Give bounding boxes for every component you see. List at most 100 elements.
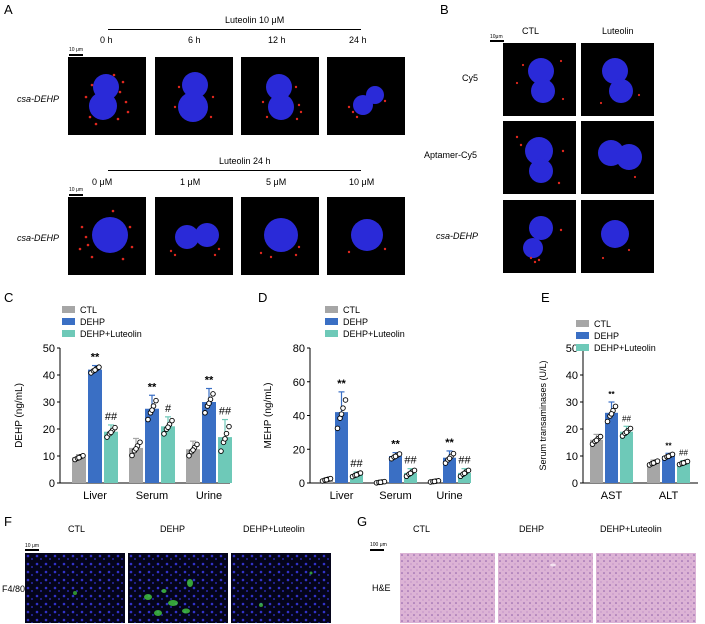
chart-e-data-point [593,437,600,444]
chart-c-data-point [223,430,230,437]
micrograph-a-0um [68,197,146,275]
chart-c-data-point [161,431,167,437]
panel-a-top-header: Luteolin 10 μM [225,15,285,25]
chart-c-bar [145,408,159,483]
panel-f-letter: F [4,514,12,529]
chart-c-data-point [92,367,98,373]
chart-d-data-point [392,453,399,460]
chart-c-data-point [137,439,143,445]
chart-d-bar [458,472,471,483]
chart-d-data-point [396,451,403,457]
panel-a-time-2: 12 h [268,35,286,45]
chart-d-data-point [446,455,453,462]
chart-d-annotation: ** [445,437,454,449]
panel-g-letter: G [357,514,368,529]
chart-c: 0 10 20 30 40 50 DEHP (ng/mL) CTL DEHP DEHP+Luteo… [14,305,232,500]
panel-g-col-ctl: CTL [413,524,431,534]
chart-d-x-tick-label: Serum [379,490,411,500]
chart-e-legend-label: DEHP [594,331,619,341]
chart-c-data-point [218,448,224,454]
panel-f-scale-label: 10 μm [25,543,39,549]
chart-c-data-point [129,452,135,459]
chart-c-data-point [186,452,192,459]
chart-c-data-point [108,429,114,436]
chart-c-data-point [96,364,102,370]
panel-a-scale-label-2: 10 μm [69,187,83,193]
chart-c-data-point [222,436,228,442]
panel-f-col-ctl: CTL [68,524,86,534]
chart-e-y-tick-label: 50 [566,343,578,355]
chart-d-data-point [411,467,418,474]
chart-d-legend-swatch [325,306,338,313]
chart-c-legend-label: DEHP [80,317,105,327]
chart-c-legend-swatch [62,306,75,313]
chart-c-legend-label: DEHP+Luteolin [80,329,142,339]
chart-d-data-point [450,450,457,457]
micrograph-a-5um [241,197,319,275]
panel-a-bottom-bracket [108,170,361,171]
chart-d-y-tick-label: 20 [293,444,305,456]
panel-g-col-dehp: DEHP [519,524,545,534]
chart-d-data-point [338,411,345,417]
chart-c-y-tick-label: 20 [43,424,55,436]
chart-c-data-point [149,407,155,413]
chart-d-data-point [353,472,360,478]
chart-e-bar [662,456,675,483]
chart-c-data-point [169,417,175,424]
chart-c-data-point [210,391,216,397]
panel-b-row-cy5: Cy5 [462,73,479,83]
micrograph-b-csa-ctl [503,200,576,273]
chart-d-bar [350,474,363,483]
panel-a-bottom-row-label: csa-DEHP [17,233,60,243]
chart-c-annotation: # [165,403,172,415]
chart-e-data-point [597,433,604,440]
micrograph-a-0h [68,57,146,135]
panel-a-top-bracket [108,29,361,30]
chart-d-data-point [465,467,472,474]
panel-g-scale-label: 100 μm [370,542,387,548]
panel-g-row-label: H&E [372,583,391,593]
chart-c-data-point [194,441,200,448]
chart-e-annotation: ## [622,414,631,423]
chart-e-bar [590,439,603,483]
chart-c-x-tick-label: Serum [136,490,168,500]
chart-c-x-tick-label: Urine [196,490,222,500]
chart-c-y-tick-label: 0 [49,478,55,490]
panel-b-letter: B [440,2,449,17]
chart-e: 0 10 20 30 40 50 Serum transaminases (U/L) CTL D… [538,319,698,500]
micrograph-b-cy5-luteolin [581,43,654,116]
chart-c-y-tick-label: 40 [43,370,55,382]
chart-e-legend-swatch [576,320,589,327]
chart-e-legend-swatch [576,344,589,351]
chart-c-annotation: ** [205,375,214,387]
micrograph-g-dehp [498,553,593,623]
chart-c-bar [88,369,102,483]
micrograph-a-24h [327,57,405,135]
panel-a-dose-0: 0 μM [92,177,113,187]
panel-a-dose-2: 5 μM [266,177,287,187]
chart-c-data-point [165,424,171,430]
chart-d-legend-swatch [325,318,338,325]
panel-a-scale-bar-2 [69,194,83,196]
micrograph-b-cy5-ctl [503,43,576,116]
chart-d-y-tick-label: 80 [293,343,305,355]
panel-c-letter: C [4,290,14,305]
panel-g-scale-bar [370,549,384,551]
chart-c-data-point [153,397,159,404]
panel-a-dose-3: 10 μM [349,177,375,187]
chart-d-annotation: ## [350,458,363,470]
chart-d-bar [404,472,417,483]
chart-e-y-tick-label: 10 [566,451,578,463]
micrograph-g-ctl [400,553,495,623]
panel-e-letter: E [541,290,550,305]
chart-e-y-label: Serum transaminases (U/L) [538,360,548,470]
chart-c-data-point [226,423,232,430]
chart-c-bar [72,457,86,483]
panel-b-col-luteolin: Luteolin [602,26,634,36]
chart-d: 0 20 40 60 80 MEHP (ng/mL) CTL DEHP DEHP+Luteoli… [263,305,472,500]
panel-b-scale-bar [490,40,504,42]
chart-d-annotation: ## [458,455,471,467]
chart-e-y-tick-label: 40 [566,370,578,382]
chart-c-legend-swatch [62,318,75,325]
chart-e-bar [620,431,633,483]
